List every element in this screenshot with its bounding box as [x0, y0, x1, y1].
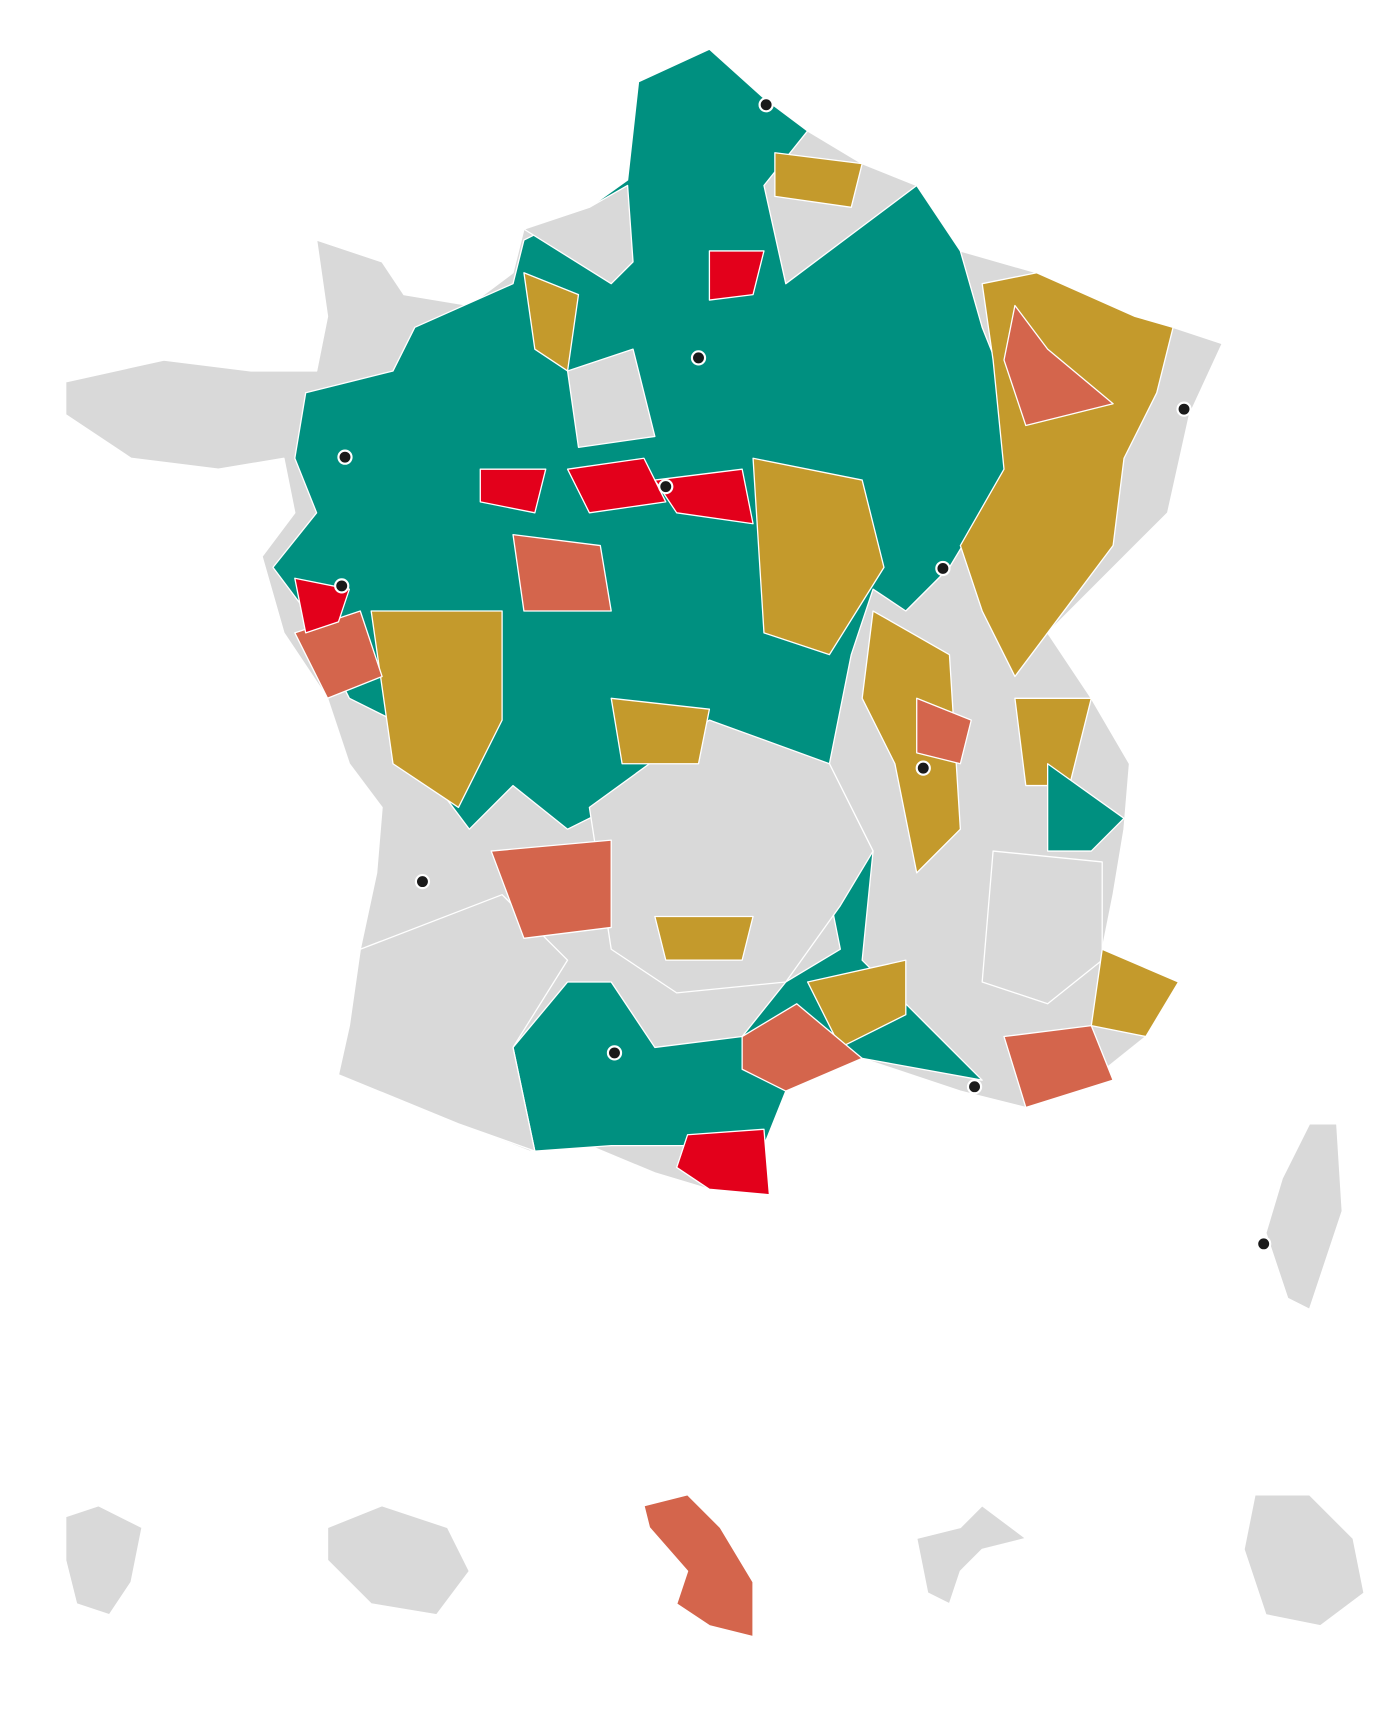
region [916, 697, 972, 765]
region [1003, 304, 1114, 427]
region [708, 250, 765, 301]
region [490, 839, 612, 939]
cities [334, 97, 1272, 1252]
region [523, 272, 580, 372]
mayotte [65, 1505, 143, 1616]
region [806, 959, 907, 1049]
region [654, 468, 754, 525]
region [741, 1003, 863, 1092]
region [1046, 763, 1125, 852]
region [654, 915, 754, 961]
city-dot [915, 760, 931, 776]
region [1003, 1024, 1114, 1109]
region [981, 850, 1103, 1005]
region [512, 533, 612, 612]
region [676, 1128, 771, 1196]
reunion [326, 1505, 471, 1616]
martinique [643, 1494, 754, 1638]
region [479, 468, 547, 514]
city-dot [606, 1045, 623, 1061]
region [1090, 948, 1180, 1038]
overseas [65, 1494, 1365, 1638]
region [610, 697, 711, 765]
city-dot [935, 560, 951, 577]
region [861, 610, 962, 874]
city-dot [658, 478, 674, 495]
guadeloupe [916, 1505, 1027, 1605]
region [294, 577, 351, 634]
region [752, 457, 885, 656]
city-dot [1176, 401, 1192, 417]
metropole [65, 48, 1343, 1310]
city-dot [690, 350, 707, 366]
corsica [1265, 1123, 1343, 1310]
region [566, 348, 656, 448]
city-dot [1256, 1236, 1272, 1252]
city-dot [414, 873, 431, 890]
guyane [1243, 1494, 1365, 1627]
region [523, 184, 634, 285]
region [566, 457, 667, 514]
region [370, 610, 503, 809]
city-dot [337, 449, 353, 465]
city-dot [334, 578, 350, 594]
region [774, 152, 863, 208]
city-dot [966, 1079, 983, 1095]
city-dot [758, 97, 774, 113]
